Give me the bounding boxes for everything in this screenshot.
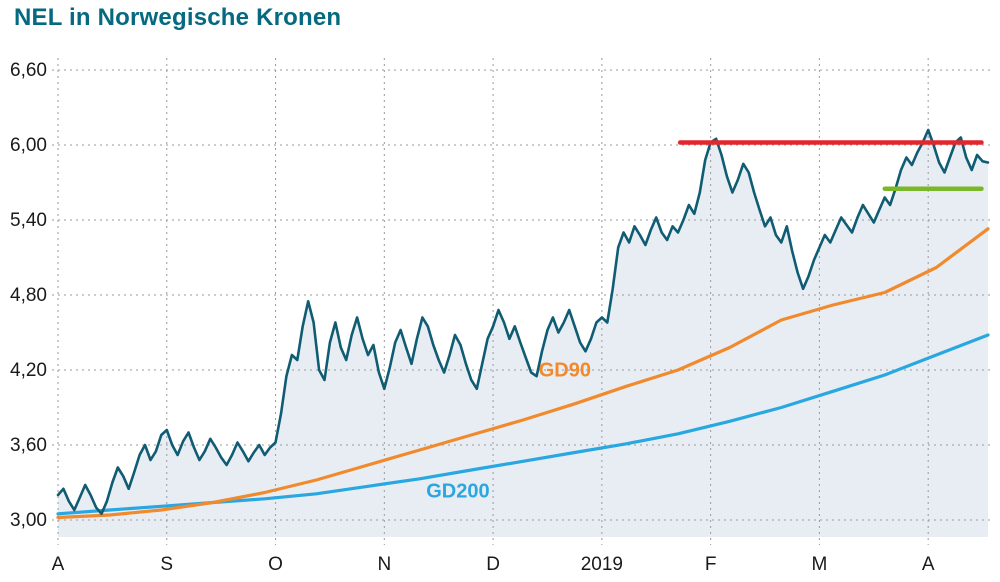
x-tick-label: M xyxy=(811,554,827,575)
x-tick-label: O xyxy=(268,554,283,575)
chart-title: NEL in Norwegische Kronen xyxy=(14,4,342,31)
y-tick-label: 5,40 xyxy=(10,210,47,231)
x-tick-label: A xyxy=(52,554,65,575)
gd90-label: GD90 xyxy=(539,359,591,381)
x-tick-label: A xyxy=(922,554,935,575)
y-tick-label: 6,00 xyxy=(10,135,47,156)
y-tick-label: 3,60 xyxy=(10,435,47,456)
y-tick-label: 6,60 xyxy=(10,60,47,81)
y-tick-label: 4,20 xyxy=(10,360,47,381)
y-tick-label: 3,00 xyxy=(10,510,47,531)
price-line xyxy=(56,128,990,516)
gd90-line xyxy=(56,227,990,520)
x-tick-label: S xyxy=(160,554,173,575)
price-area-fill xyxy=(58,130,988,537)
x-tick-label: N xyxy=(377,554,391,575)
y-tick-label: 4,80 xyxy=(10,285,47,306)
gd200-label: GD200 xyxy=(426,481,489,503)
x-tick-label: D xyxy=(486,554,500,575)
x-tick-label: 2019 xyxy=(581,554,623,575)
x-tick-label: F xyxy=(705,554,717,575)
